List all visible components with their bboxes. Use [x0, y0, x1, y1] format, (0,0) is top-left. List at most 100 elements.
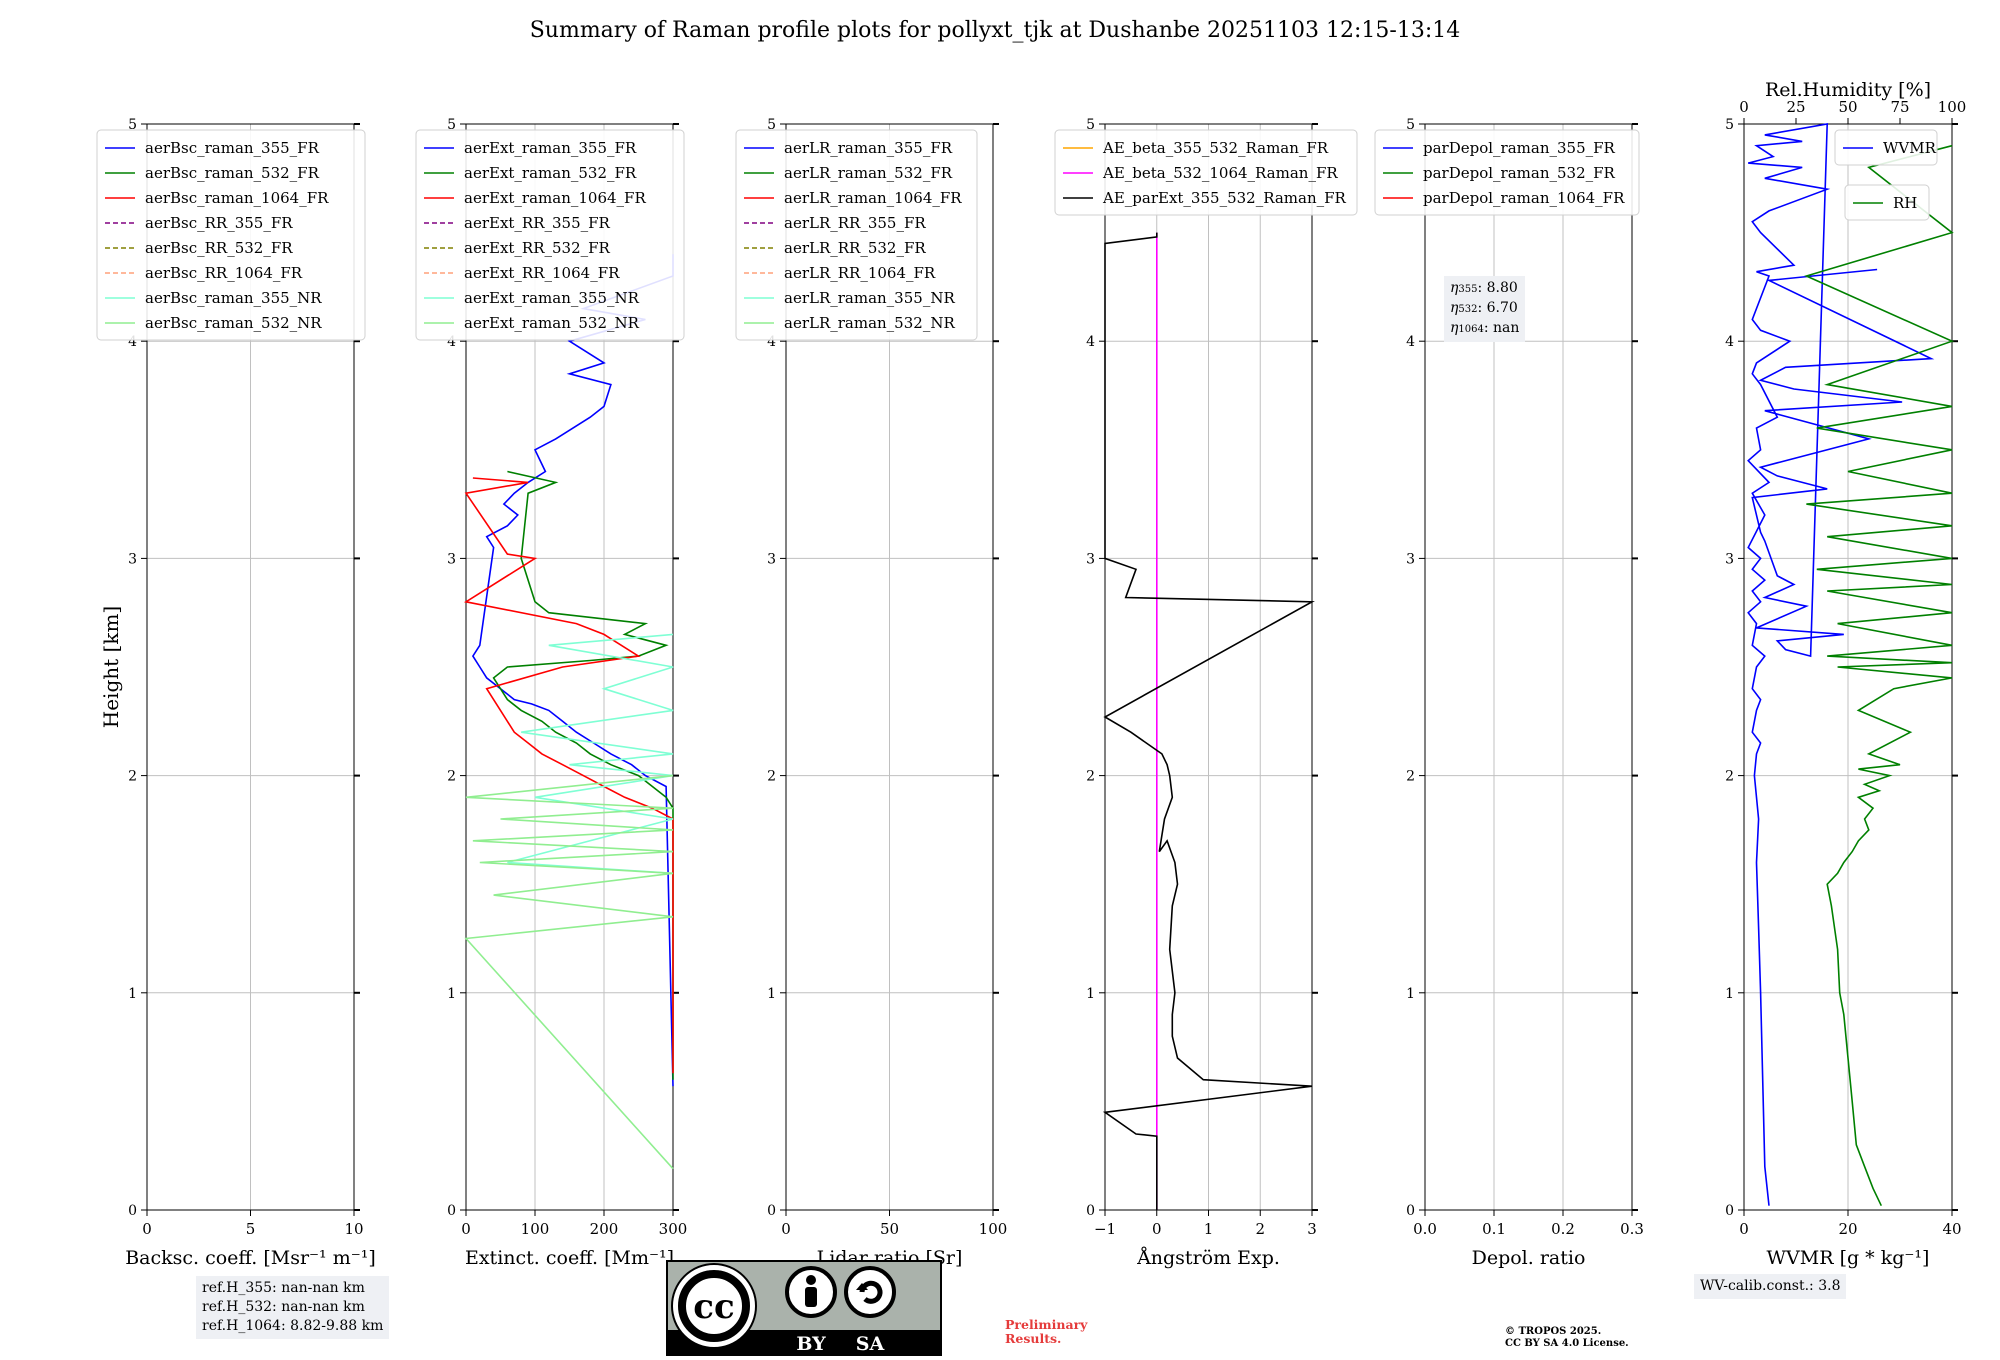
x-tick-label: 50 [880, 1220, 899, 1238]
x-axis-label-bsc: Backsc. coeff. [Msr⁻¹ m⁻¹] [125, 1247, 376, 1269]
y-tick-label: 2 [128, 769, 137, 785]
copyright-note: © TROPOS 2025. CC BY SA 4.0 License. [1505, 1326, 1629, 1350]
legend-label: aerExt_raman_355_NR [464, 289, 640, 307]
x-axis-label-ext: Extinct. coeff. [Mm⁻¹] [465, 1247, 674, 1269]
legend-label: aerBsc_RR_532_FR [145, 239, 293, 257]
eta-355: η355: 8.80 [1450, 279, 1519, 299]
x-tick-label: 0 [461, 1220, 471, 1238]
x-tick-label: 0.1 [1482, 1220, 1506, 1238]
y-tick-label: 5 [1406, 117, 1415, 133]
x2-tick-label: 75 [1890, 98, 1909, 116]
x-tick-label: 0 [1739, 1220, 1749, 1238]
series-line-AE_parExt_355_532_Raman_FR [1102, 232, 1315, 1210]
legend-label: aerLR_RR_532_FR [784, 239, 926, 257]
legend-label: aerLR_raman_1064_FR [784, 189, 962, 207]
x2-tick-label: 25 [1786, 98, 1805, 116]
refh-355: ref.H_355: nan-nan km [202, 1280, 365, 1296]
y-tick-label: 1 [1086, 986, 1095, 1002]
y-tick-label: 1 [447, 986, 456, 1002]
axes-frame-ae [1104, 123, 1313, 1211]
legend-label: aerLR_raman_355_NR [784, 289, 955, 307]
y-tick-label: 3 [128, 551, 137, 567]
legend-label: aerBsc_RR_1064_FR [145, 264, 303, 282]
x2-axis-label: Rel.Humidity [%] [1765, 79, 1931, 101]
x2-tick-label: 100 [1938, 98, 1967, 116]
legend-label: parDepol_raman_1064_FR [1423, 189, 1625, 207]
preliminary-note: Preliminary Results. [1005, 1318, 1087, 1346]
eta-1064-value: : nan [1483, 320, 1520, 336]
legend-label: aerExt_raman_532_FR [464, 164, 637, 182]
x-tick-label: 40 [1942, 1220, 1961, 1238]
y-tick-label: 5 [1725, 117, 1734, 133]
y-tick-label: 3 [1725, 551, 1734, 567]
eta-1064-subscript: 1064 [1458, 324, 1484, 335]
copyright-line-1: © TROPOS 2025. [1505, 1326, 1602, 1337]
legend-rh [1844, 184, 1930, 221]
legend-ext [415, 129, 685, 341]
y-axis-label: Height [km] [99, 606, 123, 728]
x-axis-label-dep: Depol. ratio [1472, 1247, 1586, 1269]
y-tick-label: 4 [767, 334, 776, 350]
legend-label: aerLR_RR_1064_FR [784, 264, 936, 282]
axes-frame-bsc [146, 123, 355, 1211]
y-tick-label: 3 [1086, 551, 1095, 567]
eta-532: η532: 6.70 [1450, 299, 1519, 319]
legend-label: aerExt_raman_1064_FR [464, 189, 646, 207]
legend-label: AE_beta_355_532_Raman_FR [1102, 139, 1329, 157]
legend-label: aerExt_RR_532_FR [464, 239, 611, 257]
legend-label: aerLR_raman_532_FR [784, 164, 953, 182]
series-line-aerExt_raman_1064_FR [463, 477, 674, 1074]
eta-box: η355: 8.80 η532: 6.70 η1064: nan [1444, 276, 1526, 342]
x-tick-label: 20 [1838, 1220, 1857, 1238]
series-line-aerExt_raman_532_NR [464, 774, 674, 1170]
legend-label: aerExt_raman_532_NR [464, 314, 640, 332]
series-line-RH [1804, 144, 1955, 1207]
y-tick-label: 1 [1406, 986, 1415, 1002]
eta-355-symbol: η [1450, 280, 1459, 296]
eta-1064: η1064: nan [1450, 319, 1519, 339]
cc-logo-text: cc [693, 1287, 734, 1327]
x-tick-label: 100 [979, 1220, 1008, 1238]
y-tick-label: 2 [1086, 769, 1095, 785]
x2-tick-label: 0 [1739, 98, 1749, 116]
y-tick-label: 4 [447, 334, 456, 350]
ref-height-box: ref.H_355: nan-nan km ref.H_532: nan-nan… [196, 1276, 390, 1339]
legend-label: aerLR_raman_355_FR [784, 139, 953, 157]
legend-lr [735, 129, 978, 341]
y-tick-label: 5 [1086, 117, 1095, 133]
y-tick-label: 4 [128, 334, 137, 350]
copyright-line-2: CC BY SA 4.0 License. [1505, 1338, 1629, 1349]
x-tick-label: 0 [781, 1220, 791, 1238]
series-line-aerExt_raman_532_FR [492, 470, 674, 1080]
x-tick-label: 0.3 [1620, 1220, 1644, 1238]
legend-label: parDepol_raman_355_FR [1423, 139, 1616, 157]
person-icon [785, 1266, 837, 1318]
eta-532-symbol: η [1450, 300, 1459, 316]
y-tick-label: 3 [1406, 551, 1415, 567]
y-tick-label: 0 [128, 1203, 137, 1219]
legend-label: aerExt_RR_355_FR [464, 214, 611, 232]
legend-wv [1834, 129, 1938, 166]
legend-label: aerBsc_raman_532_NR [145, 314, 322, 332]
y-tick-label: 0 [447, 1203, 456, 1219]
x-tick-label: 0.2 [1551, 1220, 1575, 1238]
eta-532-subscript: 532 [1458, 304, 1478, 315]
x-tick-label: 0 [1152, 1220, 1162, 1238]
x-tick-label: 10 [344, 1220, 363, 1238]
y-tick-label: 5 [447, 117, 456, 133]
legend-label: aerLR_raman_532_NR [784, 314, 955, 332]
legend-dep [1374, 129, 1640, 216]
legend-label: aerBsc_raman_532_FR [145, 164, 320, 182]
legend-label: aerBsc_raman_1064_FR [145, 189, 329, 207]
share-alike-icon [844, 1266, 896, 1318]
x-tick-label: 100 [521, 1220, 550, 1238]
y-tick-label: 0 [767, 1203, 776, 1219]
figure-title: Summary of Raman profile plots for polly… [529, 18, 1461, 43]
x-tick-label: 2 [1255, 1220, 1265, 1238]
y-tick-label: 5 [767, 117, 776, 133]
x-tick-label: 0.0 [1413, 1220, 1437, 1238]
x-tick-label: 200 [590, 1220, 619, 1238]
eta-532-value: : 6.70 [1477, 300, 1518, 316]
legend-label: aerBsc_RR_355_FR [145, 214, 293, 232]
